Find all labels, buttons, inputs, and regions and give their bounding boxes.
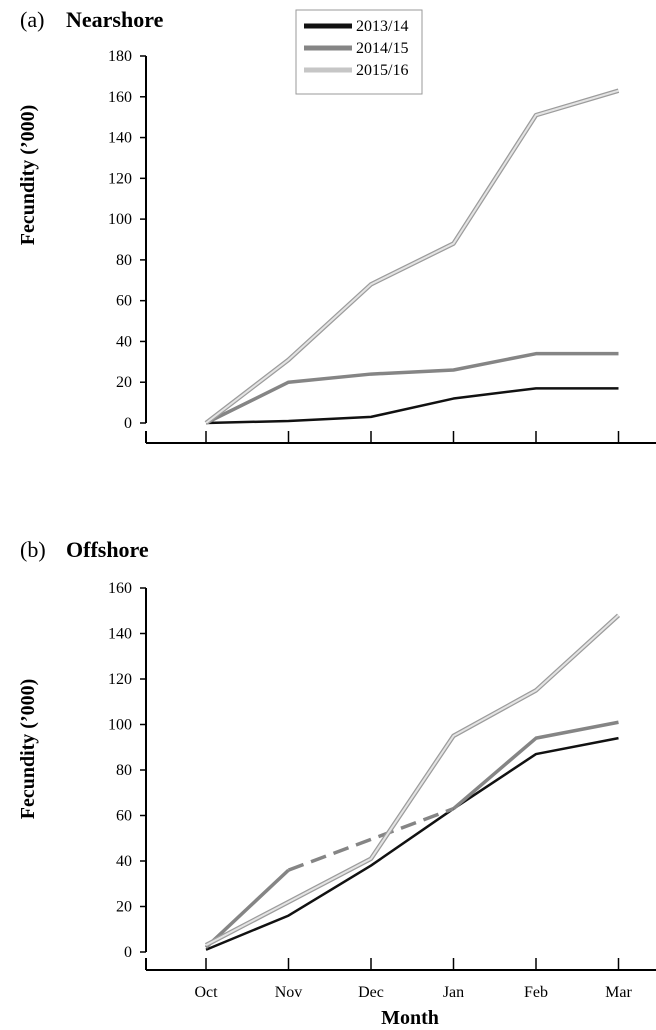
- panel-b-y-tick-label: 60: [116, 808, 132, 825]
- panel-b-series-2014-15-line: [204, 868, 290, 949]
- panel-a-y-tick-label: 20: [116, 374, 132, 391]
- legend-label: 2013/14: [356, 18, 408, 35]
- panel-b-y-tick-label: 140: [108, 626, 132, 643]
- legend-label: 2015/16: [356, 62, 408, 79]
- panel-a-series-2015-16-line: [205, 89, 619, 424]
- panel-b-y-tick-label: 80: [116, 762, 132, 779]
- panel-a-y-tick-label: 180: [108, 48, 132, 65]
- panel-nearshore: (a) Nearshore Fecundity (’000) 0 20 40 60 80…: [17, 7, 656, 444]
- panel-a-y-tick-label: 120: [108, 170, 132, 187]
- panel-a-y-tick-label: 60: [116, 293, 132, 310]
- panel-b-x-tick-label: Mar: [605, 984, 632, 1001]
- panel-a-y-axis-title: Fecundity (’000): [17, 105, 39, 246]
- panel-a-title: Nearshore: [66, 7, 164, 32]
- panel-b-y-tick-label: 0: [124, 944, 132, 961]
- panel-b-series-2015-16-line: [205, 614, 620, 947]
- panel-a-label: (a): [20, 7, 44, 32]
- legend-entries: 2013/14 2014/15 2015/16: [304, 18, 408, 79]
- panel-b-y-tick-label: 160: [108, 580, 132, 597]
- panel-a-axes: 0 20 40 60 80 100 120 140 160 180: [108, 48, 656, 444]
- panel-b-y-tick-label: 120: [108, 671, 132, 688]
- panel-b-series: [204, 613, 621, 951]
- panel-a-y-tick-label: 160: [108, 89, 132, 106]
- panel-a-series-2014-15-line: [205, 351, 619, 425]
- panel-b-series-2014-15-dashed-gap: [287, 807, 455, 872]
- panel-b-y-axis-title: Fecundity (’000): [17, 679, 39, 820]
- panel-a-y-tick-label: 0: [124, 415, 132, 432]
- panel-b-axes: 0 20 40 60 80 100 120 140 160 Oct Nov Dec Jan Feb Mar: [108, 580, 656, 1001]
- panel-a-y-tick-label: 100: [108, 211, 132, 228]
- legend-label: 2014/15: [356, 40, 408, 57]
- panel-b-series-2015-16-outline: [204, 613, 621, 948]
- panel-b-x-tick-label: Oct: [194, 984, 218, 1001]
- panel-a-series-2013-14-line: [205, 387, 619, 425]
- panel-b-series-2014-15-line: [452, 720, 619, 811]
- legend: 2013/14 2014/15 2015/16: [295, 9, 423, 95]
- panel-a-y-tick-label: 40: [116, 333, 132, 350]
- panel-b-title: Offshore: [66, 537, 149, 562]
- x-axis-title: Month: [381, 1007, 439, 1029]
- panel-a-y-tick-label: 140: [108, 130, 132, 147]
- panel-offshore: (b) Offshore Fecundity (’000) 0 20 40 60 80 1…: [17, 537, 656, 1001]
- panel-b-y-tick-label: 20: [116, 899, 132, 916]
- panel-a-y-tick-label: 80: [116, 252, 132, 269]
- panel-b-series-2013-14-line: [205, 736, 619, 951]
- panel-b-x-tick-label: Nov: [275, 984, 303, 1001]
- panel-b-x-tick-label: Feb: [524, 984, 548, 1001]
- panel-b-label: (b): [20, 537, 46, 562]
- panel-b-y-tick-label: 100: [108, 717, 132, 734]
- panel-b-y-tick-label: 40: [116, 853, 132, 870]
- panel-a-series: [204, 88, 620, 425]
- panel-b-x-tick-label: Jan: [443, 984, 464, 1001]
- panel-b-x-tick-label: Dec: [358, 984, 384, 1001]
